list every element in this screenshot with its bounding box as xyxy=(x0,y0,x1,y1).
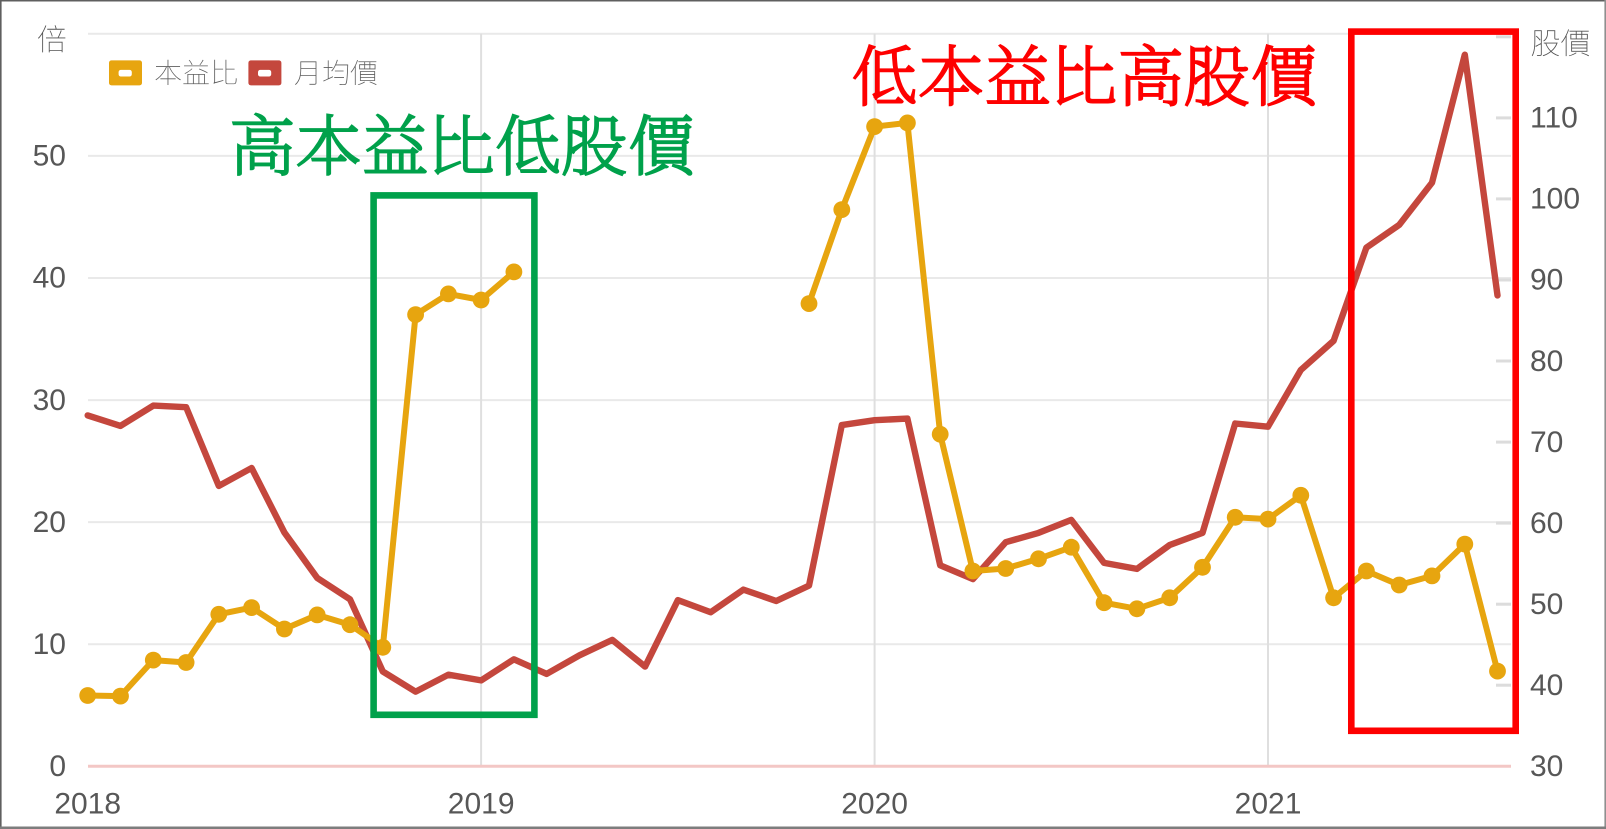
svg-text:70: 70 xyxy=(1530,426,1563,459)
svg-text:40: 40 xyxy=(1530,669,1563,702)
svg-text:110: 110 xyxy=(1530,102,1578,135)
svg-text:40: 40 xyxy=(33,262,66,295)
svg-text:90: 90 xyxy=(1530,264,1563,297)
svg-text:80: 80 xyxy=(1530,345,1563,378)
svg-text:2019: 2019 xyxy=(448,787,515,820)
svg-text:30: 30 xyxy=(33,384,66,417)
svg-text:30: 30 xyxy=(1530,750,1563,783)
svg-text:10: 10 xyxy=(33,628,66,661)
svg-text:60: 60 xyxy=(1530,507,1563,540)
svg-text:2021: 2021 xyxy=(1235,787,1302,820)
svg-text:20: 20 xyxy=(33,506,66,539)
svg-text:2018: 2018 xyxy=(54,787,121,820)
svg-text:100: 100 xyxy=(1530,183,1580,216)
svg-text:50: 50 xyxy=(33,140,66,173)
svg-text:50: 50 xyxy=(1530,588,1563,621)
svg-text:0: 0 xyxy=(49,750,66,783)
svg-text:2020: 2020 xyxy=(841,787,908,820)
